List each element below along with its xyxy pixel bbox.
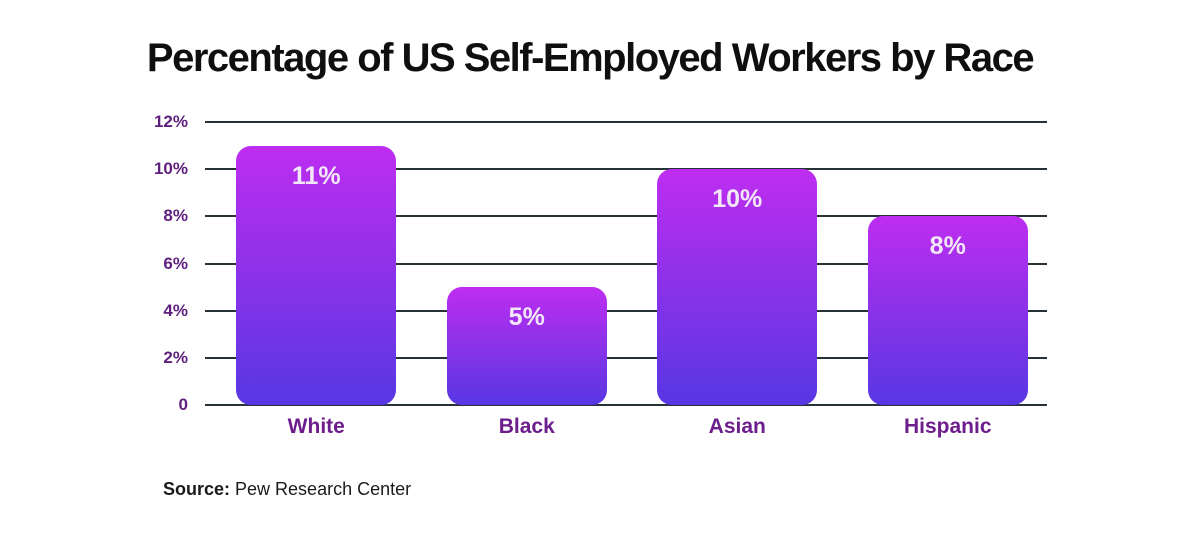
plot-area: 11% White 5% Black 10% Asian 8% Hispanic — [205, 121, 1047, 438]
y-tick-label: 4% — [163, 300, 188, 320]
source-line: Source: Pew Research Center — [163, 479, 411, 500]
gridline — [205, 168, 1047, 171]
y-tick-label: 8% — [163, 206, 188, 226]
category-label-asian: Asian — [708, 415, 766, 438]
bar-asian: 10% — [657, 169, 818, 405]
bar-black: 5% — [446, 287, 607, 405]
chart-title: Percentage of US Self-Employed Workers b… — [146, 36, 1035, 80]
bar-value-label: 8% — [929, 232, 966, 261]
category-label-black: Black — [498, 415, 555, 438]
bar-white: 11% — [236, 145, 397, 405]
bar-hispanic: 8% — [867, 216, 1028, 405]
category-label-white: White — [287, 415, 345, 438]
category-label-hispanic: Hispanic — [903, 415, 992, 438]
gridline — [205, 121, 1047, 123]
source-label: Source: — [163, 479, 231, 499]
y-tick-label: 6% — [163, 253, 188, 273]
bar-value-label: 5% — [508, 303, 545, 332]
y-tick-label: 12% — [153, 112, 188, 131]
y-axis: 12% 10% 8% 6% 4% 2% 0 — [55, 112, 188, 414]
source-text: Pew Research Center — [230, 479, 412, 499]
y-tick-label: 2% — [163, 347, 188, 367]
gridline — [205, 262, 1047, 265]
gridline — [205, 215, 1047, 218]
bar-value-label: 11% — [291, 161, 341, 190]
gridline — [205, 309, 1047, 312]
bar-value-label: 10% — [712, 185, 763, 214]
y-tick-label: 0 — [178, 395, 188, 414]
y-tick-label: 10% — [153, 159, 188, 179]
gridline — [205, 356, 1047, 359]
gridline — [205, 404, 1047, 406]
